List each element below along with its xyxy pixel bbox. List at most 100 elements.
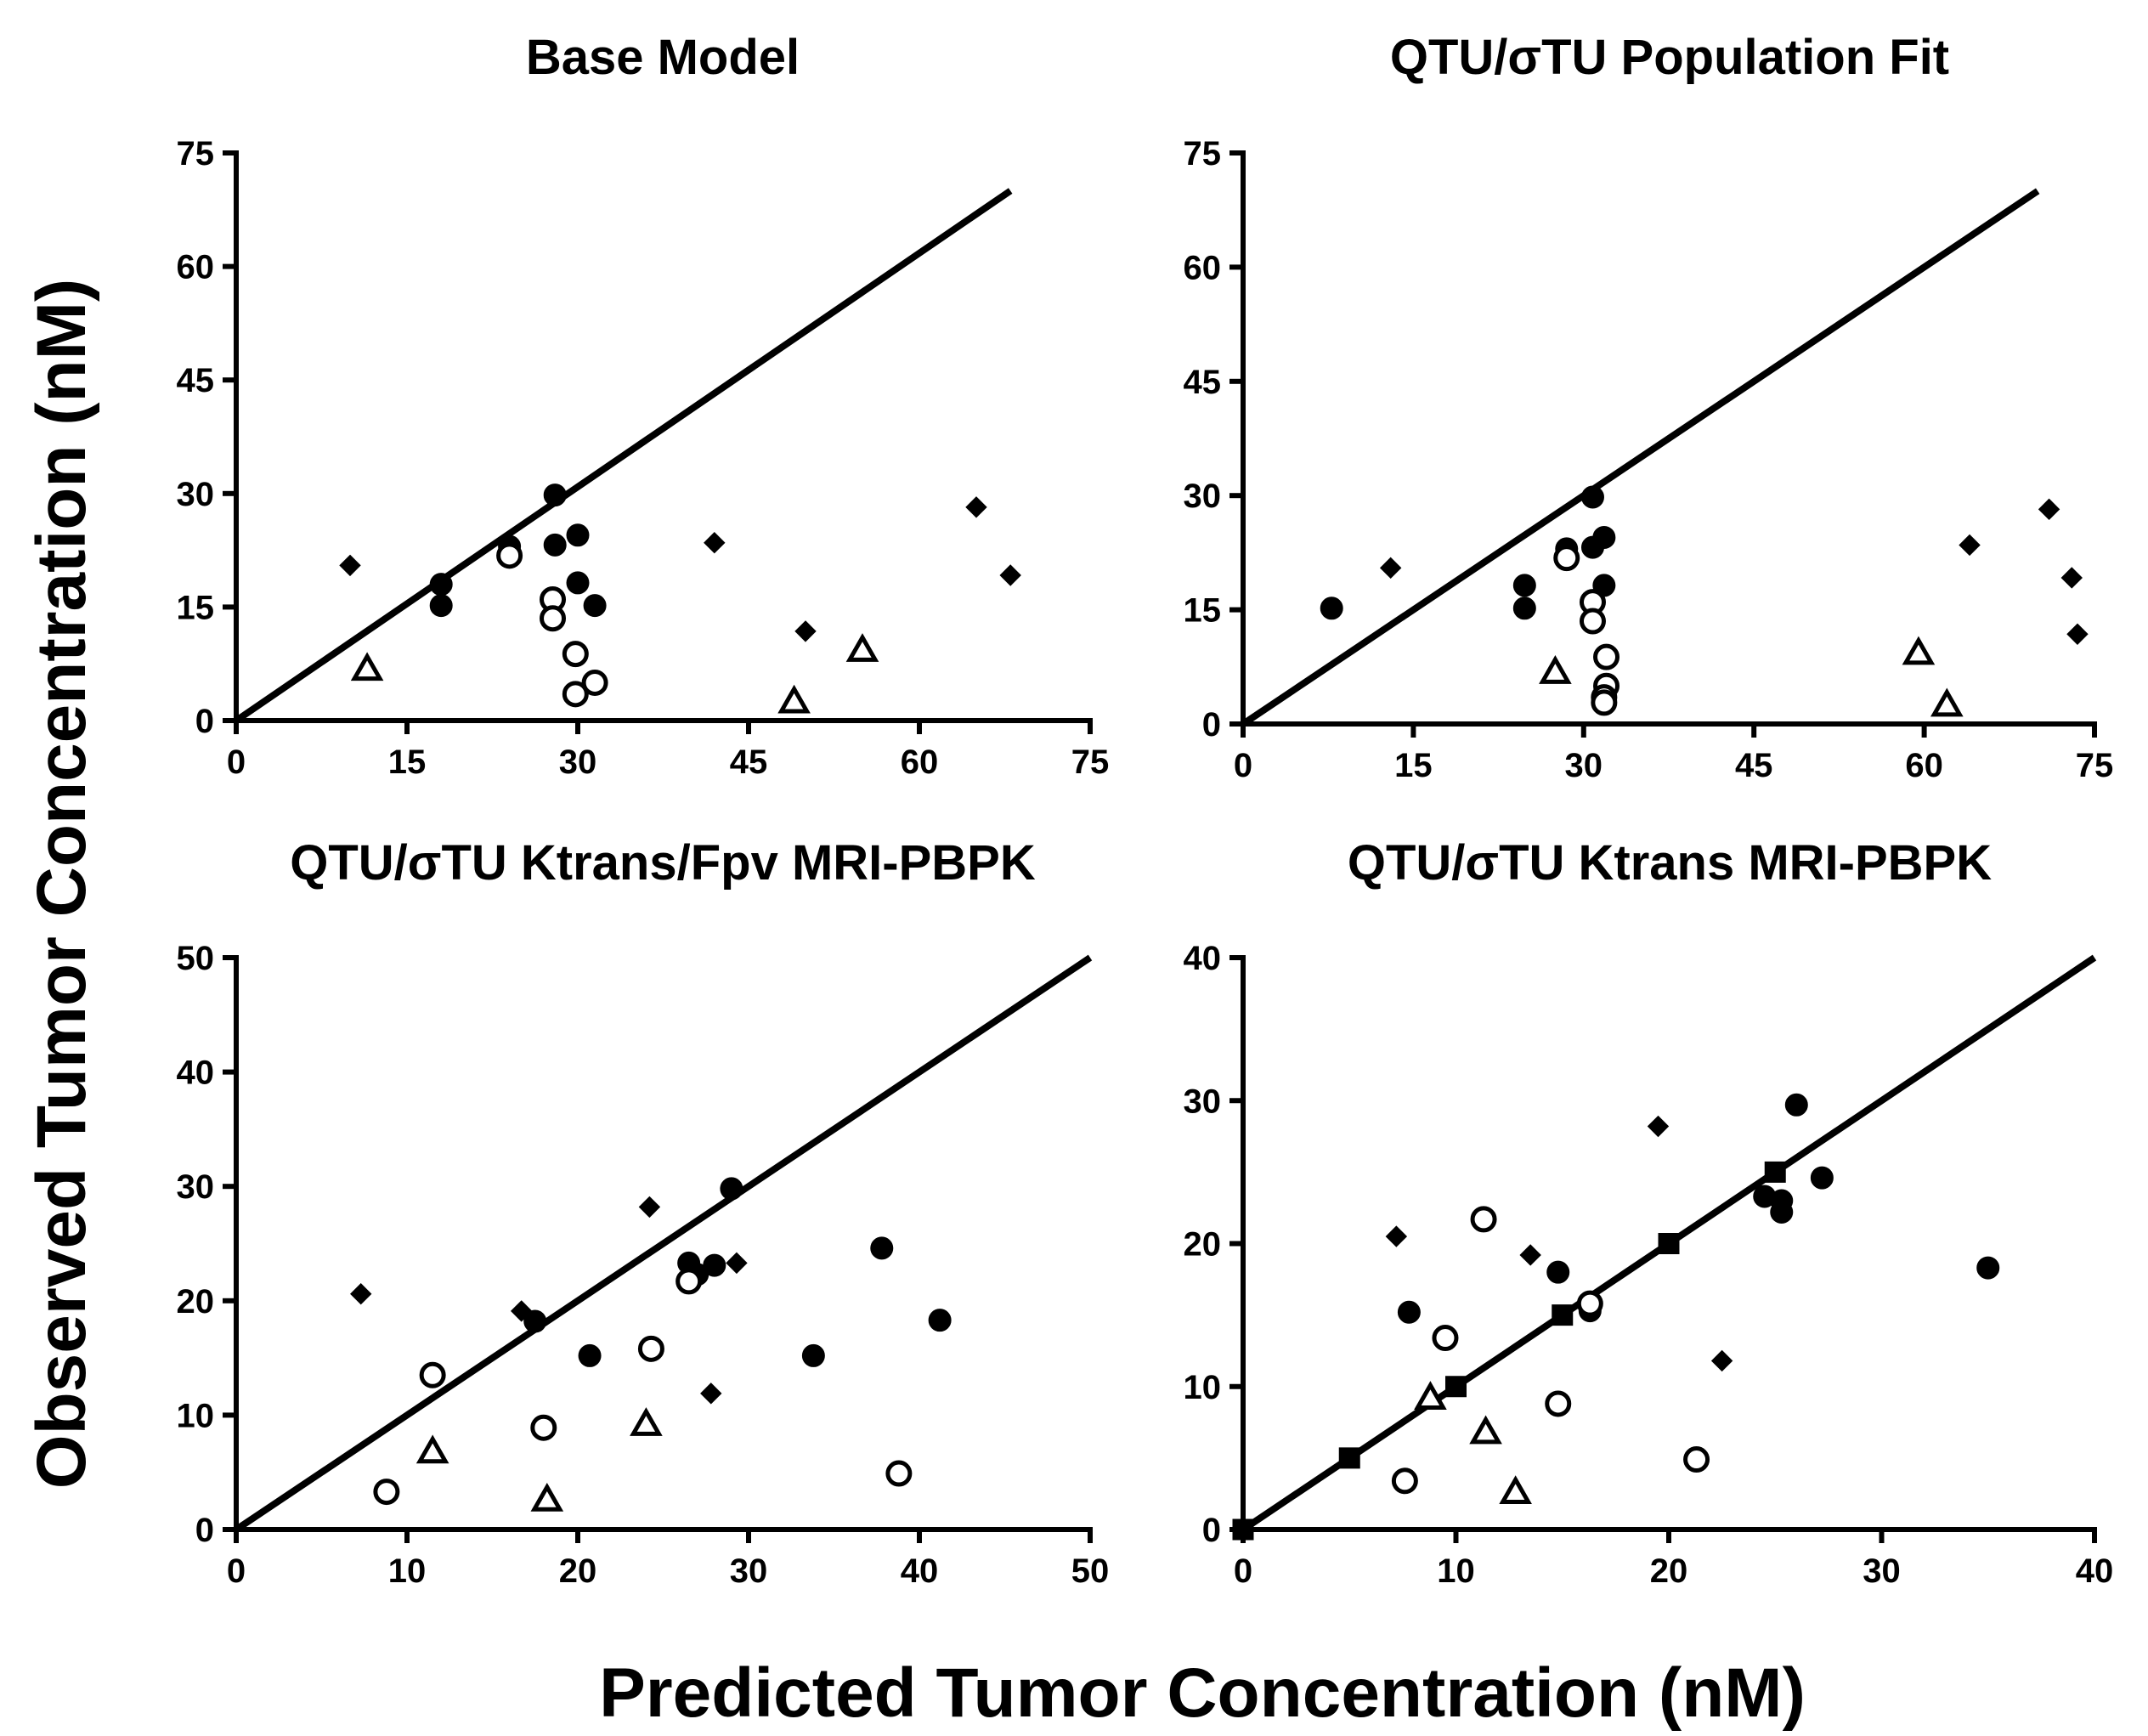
data-point-diamond — [339, 554, 361, 577]
data-point-open-circle — [1591, 689, 1618, 716]
panel-1: Base Model 0 15 30 45 60 75 0 15 30 45 60 75 — [177, 30, 1110, 781]
data-point-diamond — [1379, 557, 1402, 580]
data-point-diamond — [999, 564, 1021, 586]
data-point-diamond — [2060, 567, 2083, 589]
y-tick-label: 10 — [177, 1397, 215, 1434]
y-tick-label: 40 — [177, 1055, 215, 1092]
data-point-open-circle — [1579, 608, 1606, 635]
data-point-filled-circle — [1580, 485, 1604, 509]
x-axis-label: Predicted Tumor Concentration (nM) — [599, 1654, 1806, 1732]
x-tick-label: 20 — [1650, 1552, 1688, 1590]
x-tick-label: 20 — [559, 1552, 597, 1590]
data-point-triangle — [350, 652, 384, 681]
data-point-filled-circle — [583, 594, 607, 618]
data-point-open-circle — [540, 605, 567, 632]
data-point-filled-circle — [801, 1343, 825, 1367]
data-point-square — [1552, 1304, 1574, 1326]
data-point-diamond — [1710, 1349, 1733, 1372]
data-point-square — [1658, 1233, 1680, 1254]
y-tick-label: 15 — [1184, 592, 1222, 630]
y-tick-label: 30 — [1184, 478, 1222, 515]
data-point-diamond — [1647, 1115, 1670, 1138]
data-point-triangle — [1499, 1475, 1532, 1505]
data-point-triangle — [777, 684, 811, 714]
y-tick-label: 20 — [177, 1283, 215, 1320]
data-point-filled-circle — [1810, 1166, 1834, 1190]
data-point-open-circle — [637, 1335, 664, 1362]
data-point-open-circle — [1470, 1206, 1497, 1233]
data-point-open-circle — [1576, 1290, 1603, 1317]
x-tick-label: 0 — [1234, 747, 1252, 784]
data-point-open-circle — [562, 681, 589, 708]
panel-title: QTU/σTU Ktrans MRI-PBPK — [1348, 835, 1992, 891]
data-point-triangle — [1930, 687, 1964, 717]
y-axis-label: Observed Tumor Concentration (nM) — [23, 279, 100, 1489]
data-point-filled-circle — [1976, 1256, 2000, 1280]
x-tick-label: 0 — [227, 1552, 246, 1590]
line-of-identity — [1241, 188, 2040, 727]
y-tick-label: 0 — [1202, 1512, 1221, 1549]
x-tick-label: 0 — [1234, 1552, 1252, 1590]
y-tick-label: 45 — [1184, 364, 1222, 401]
data-point-filled-circle — [870, 1236, 894, 1260]
data-point-diamond — [510, 1300, 533, 1322]
x-tick-label: 30 — [1565, 747, 1603, 784]
data-point-filled-circle — [1592, 525, 1616, 549]
data-point-filled-circle — [703, 1253, 726, 1277]
x-tick-label: 30 — [559, 744, 597, 781]
x-tick-label: 50 — [1071, 1552, 1110, 1590]
data-point-triangle — [1902, 636, 1936, 665]
y-tick-label: 50 — [177, 940, 215, 977]
data-point-diamond — [700, 1383, 722, 1405]
line-of-identity — [234, 954, 1093, 1533]
y-tick-label: 0 — [1202, 706, 1221, 744]
data-point-triangle — [530, 1482, 564, 1512]
x-tick-label: 45 — [1735, 747, 1773, 784]
y-tick-label: 75 — [177, 135, 215, 172]
x-tick-label: 60 — [1905, 747, 1943, 784]
data-point-open-circle — [1545, 1390, 1572, 1417]
y-tick-label: 0 — [195, 703, 214, 740]
data-point-triangle — [1539, 655, 1572, 684]
panel-3: QTU/σTU Ktrans/Fpv MRI-PBPK 0 10 20 30 40 50 0 1… — [177, 835, 1110, 1590]
data-point-filled-circle — [543, 483, 567, 507]
x-tick-label: 45 — [730, 744, 768, 781]
x-tick-label: 40 — [901, 1552, 939, 1590]
data-point-square — [1764, 1161, 1786, 1183]
y-tick-label: 30 — [1184, 1083, 1222, 1120]
data-point-open-circle — [1683, 1446, 1710, 1473]
data-point-filled-circle — [429, 573, 453, 597]
data-point-open-circle — [885, 1460, 913, 1487]
y-tick-label: 60 — [177, 249, 215, 286]
x-tick-label: 15 — [1394, 747, 1433, 784]
data-point-square — [1445, 1376, 1467, 1398]
data-point-diamond — [638, 1196, 661, 1219]
line-of-identity — [234, 188, 1013, 724]
data-point-filled-circle — [578, 1343, 602, 1367]
data-point-filled-circle — [1512, 574, 1536, 597]
data-point-diamond — [350, 1283, 372, 1305]
data-point-open-circle — [419, 1361, 446, 1388]
data-point-filled-circle — [523, 1309, 547, 1333]
y-tick-label: 0 — [195, 1512, 214, 1549]
data-point-square — [1232, 1518, 1254, 1541]
data-point-open-circle — [1391, 1467, 1418, 1495]
data-point-diamond — [965, 496, 987, 518]
data-point-diamond — [1959, 534, 1981, 557]
data-point-filled-circle — [1770, 1200, 1794, 1224]
data-point-open-circle — [562, 641, 589, 668]
x-tick-label: 75 — [2076, 747, 2114, 784]
data-point-filled-circle — [429, 594, 453, 618]
data-point-filled-circle — [720, 1177, 743, 1201]
data-point-diamond — [1385, 1225, 1408, 1247]
x-tick-label: 10 — [388, 1552, 427, 1590]
y-tick-label: 75 — [1184, 135, 1222, 172]
data-point-triangle — [1469, 1415, 1502, 1445]
panel-title: Base Model — [526, 30, 800, 85]
data-point-triangle — [630, 1407, 663, 1436]
data-point-open-circle — [373, 1479, 400, 1506]
y-tick-label: 60 — [1184, 249, 1222, 286]
x-tick-label: 60 — [901, 744, 939, 781]
x-tick-label: 10 — [1437, 1552, 1475, 1590]
